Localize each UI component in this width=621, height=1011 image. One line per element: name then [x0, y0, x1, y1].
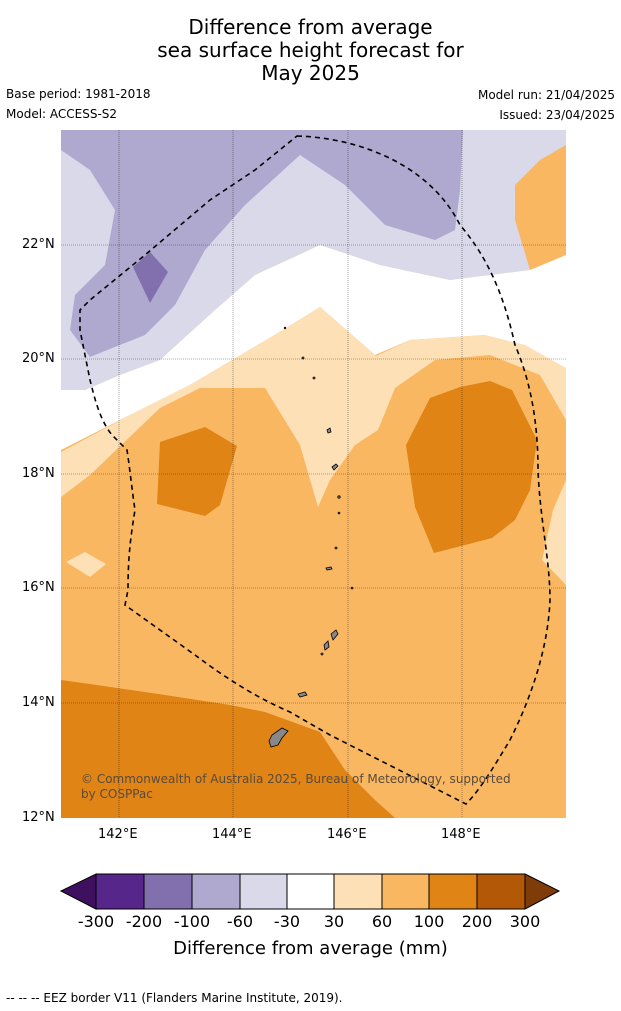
colorbar-tick: -30	[273, 912, 301, 931]
title-line-3: May 2025	[261, 61, 360, 85]
lat-label-18n: 18°N	[22, 466, 55, 481]
graticule	[61, 130, 566, 818]
colorbar-tick: -100	[173, 912, 211, 931]
contour-30-60-east	[542, 480, 566, 585]
colorbar-tick: 60	[371, 912, 393, 931]
lon-label-148e: 148°E	[441, 827, 481, 842]
colorbar-extend-high	[524, 873, 561, 910]
island-rota	[297, 691, 308, 698]
colorbar-segment-9	[476, 873, 526, 910]
island-small-4	[337, 511, 341, 515]
copyright-notice: © Commonwealth of Australia 2025, Bureau…	[81, 772, 511, 801]
contour-100-200-south	[61, 680, 395, 818]
colorbar-segment-3	[191, 873, 241, 910]
contour-30-60	[61, 307, 566, 507]
island-agrihan	[326, 427, 332, 434]
island-small-1	[320, 652, 324, 656]
lat-label-22n: 22°N	[22, 237, 55, 252]
lon-label-144e: 144°E	[212, 827, 252, 842]
colorbar-segment-5	[286, 873, 335, 910]
contour-neg60-neg100	[61, 130, 463, 357]
island-small-3	[334, 546, 338, 550]
contour-neg100-neg200	[133, 252, 168, 303]
colorbar-tick: 200	[461, 912, 493, 931]
colorbar-label: Difference from average (mm)	[173, 938, 448, 959]
island-small-7	[301, 356, 305, 360]
colorbar-extend-low	[59, 873, 97, 910]
issued-date: Issued: 23/04/2025	[499, 108, 615, 122]
colorbar-tick: 30	[323, 912, 345, 931]
lat-label-14n: 14°N	[22, 695, 55, 710]
lat-label-12n: 12°N	[22, 810, 55, 825]
island-guam	[268, 727, 289, 748]
island-tinian	[323, 640, 330, 651]
lon-label-142e: 142°E	[98, 827, 138, 842]
colorbar-segment-2	[143, 873, 193, 910]
colorbar	[59, 873, 561, 910]
colorbar-segment-6	[333, 873, 383, 910]
island-small-5	[337, 495, 341, 499]
island-small-6	[312, 376, 316, 380]
colorbar-tick: -200	[125, 912, 163, 931]
colorbar-tick: -60	[226, 912, 254, 931]
map-title: Difference from average sea surface heig…	[0, 16, 621, 85]
lat-label-16n: 16°N	[22, 580, 55, 595]
island-small-2	[350, 586, 354, 590]
contour-30-60-west	[66, 552, 106, 577]
island-saipan	[330, 629, 339, 641]
title-line-1: Difference from average	[188, 15, 433, 39]
contour-100-200-east	[406, 381, 537, 553]
title-line-2: sea surface height forecast for	[157, 38, 464, 62]
colorbar-tick: 100	[413, 912, 445, 931]
lon-label-146e: 146°E	[327, 827, 367, 842]
colorbar-tick: 300	[509, 912, 541, 931]
model-run: Model run: 21/04/2025	[477, 88, 615, 102]
lat-label-20n: 20°N	[22, 351, 55, 366]
colorbar-segment-4	[239, 873, 288, 910]
islands	[268, 326, 354, 748]
island-pagan	[331, 463, 339, 471]
island-small-8	[283, 326, 287, 330]
eez-legend: -- -- -- EEZ border V11 (Flanders Marine…	[6, 991, 343, 1005]
eez-border	[79, 135, 551, 805]
colorbar-segment-8	[428, 873, 478, 910]
contour-0-30	[61, 245, 566, 450]
colorbar-tick: -300	[77, 912, 115, 931]
colorbar-segment-7	[381, 873, 430, 910]
contour-100-200-west	[157, 427, 237, 516]
colorbar-segment-1	[95, 873, 145, 910]
island-anatahan	[325, 566, 333, 571]
base-period: Base period: 1981-2018	[6, 87, 151, 101]
model-name: Model: ACCESS-S2	[6, 107, 118, 121]
